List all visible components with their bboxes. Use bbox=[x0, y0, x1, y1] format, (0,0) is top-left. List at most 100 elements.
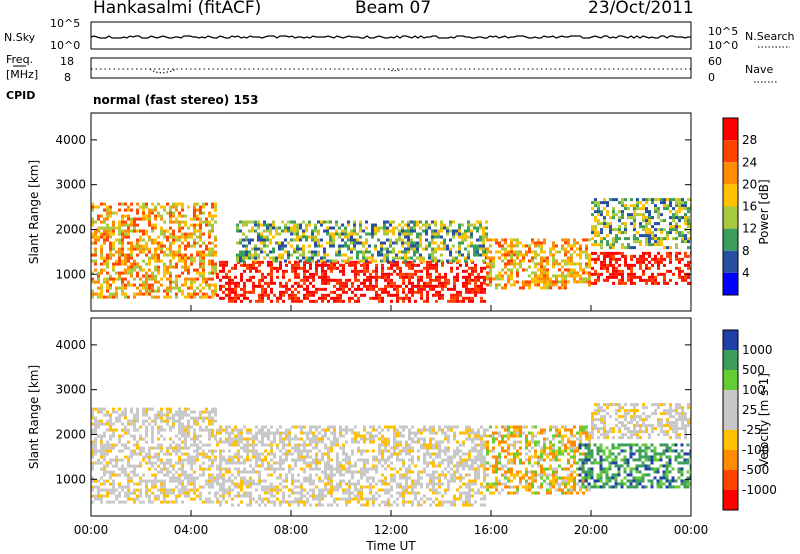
heatmap-cell bbox=[214, 250, 217, 254]
heatmap-cell bbox=[318, 275, 321, 279]
heatmap-cell bbox=[399, 491, 402, 495]
heatmap-cell bbox=[291, 296, 294, 300]
heatmap-cell bbox=[109, 422, 112, 426]
heatmap-cell bbox=[261, 434, 264, 438]
heatmap-cell bbox=[166, 446, 169, 450]
heatmap-cell bbox=[240, 476, 243, 480]
heatmap-cell bbox=[267, 485, 270, 489]
heatmap-cell bbox=[648, 237, 651, 241]
heatmap-cell bbox=[461, 241, 464, 245]
heatmap-cell bbox=[91, 407, 94, 411]
heatmap-cell bbox=[169, 410, 172, 414]
heatmap-cell bbox=[115, 473, 118, 477]
heatmap-cell bbox=[588, 271, 591, 275]
heatmap-cell bbox=[485, 220, 488, 224]
heatmap-cell bbox=[381, 269, 384, 273]
heatmap-cell bbox=[449, 220, 452, 224]
heatmap-cell bbox=[282, 497, 285, 501]
heatmap-cell bbox=[279, 482, 282, 486]
heatmap-cell bbox=[462, 500, 465, 504]
heatmap-cell bbox=[193, 479, 196, 483]
heatmap-cell bbox=[303, 260, 306, 264]
heatmap-cell bbox=[142, 280, 145, 284]
heatmap-cell bbox=[383, 259, 386, 263]
heatmap-cell bbox=[269, 223, 272, 227]
heatmap-cell bbox=[257, 247, 260, 251]
heatmap-cell bbox=[225, 500, 228, 504]
heatmap-cell bbox=[239, 253, 242, 257]
heatmap-cell bbox=[336, 458, 339, 462]
heatmap-cell bbox=[339, 482, 342, 486]
heatmap-cell bbox=[423, 443, 426, 447]
heatmap-cell bbox=[154, 473, 157, 477]
heatmap-cell bbox=[687, 275, 690, 279]
heatmap-cell bbox=[348, 488, 351, 492]
heatmap-cell bbox=[267, 434, 270, 438]
heatmap-cell bbox=[270, 287, 273, 291]
heatmap-cell bbox=[435, 497, 438, 501]
heatmap-cell bbox=[106, 235, 109, 239]
heatmap-cell bbox=[363, 428, 366, 432]
heatmap-cell bbox=[453, 425, 456, 429]
heatmap-cell bbox=[267, 437, 270, 441]
heatmap-cell bbox=[567, 262, 570, 266]
heatmap-cell bbox=[178, 428, 181, 432]
heatmap-cell bbox=[214, 449, 217, 453]
heatmap-cell bbox=[465, 458, 468, 462]
heatmap-cell bbox=[243, 437, 246, 441]
heatmap-cell bbox=[166, 422, 169, 426]
heatmap-cell bbox=[450, 293, 453, 297]
heatmap-cell bbox=[579, 250, 582, 254]
heatmap-cell bbox=[315, 467, 318, 471]
heatmap-cell bbox=[181, 473, 184, 477]
heatmap-cell bbox=[127, 491, 130, 495]
heatmap-cell bbox=[510, 271, 513, 275]
heatmap-cell bbox=[175, 220, 178, 224]
heatmap-cell bbox=[103, 277, 106, 281]
heatmap-cell bbox=[404, 253, 407, 257]
heatmap-cell bbox=[351, 296, 354, 300]
heatmap-cell bbox=[288, 494, 291, 498]
heatmap-cell bbox=[139, 488, 142, 492]
heatmap-cell bbox=[546, 256, 549, 260]
heatmap-cell bbox=[447, 455, 450, 459]
heatmap-cell bbox=[371, 223, 374, 227]
heatmap-cell bbox=[130, 244, 133, 248]
heatmap-cell bbox=[94, 238, 97, 242]
heatmap-cell bbox=[393, 476, 396, 480]
heatmap-cell bbox=[145, 482, 148, 486]
heatmap-cell bbox=[513, 244, 516, 248]
heatmap-cell bbox=[429, 446, 432, 450]
heatmap-cell bbox=[384, 440, 387, 444]
heatmap-cell bbox=[190, 488, 193, 492]
heatmap-cell bbox=[624, 246, 627, 250]
heatmap-cell bbox=[202, 259, 205, 263]
heatmap-cell bbox=[546, 277, 549, 281]
heatmap-cell bbox=[350, 250, 353, 254]
heatmap-cell bbox=[193, 202, 196, 206]
heatmap-cell bbox=[234, 485, 237, 489]
heatmap-cell bbox=[356, 241, 359, 245]
heatmap-cell bbox=[193, 422, 196, 426]
heatmap-cell bbox=[441, 284, 444, 288]
heatmap-cell bbox=[190, 292, 193, 296]
heatmap-cell bbox=[339, 473, 342, 477]
heatmap-cell bbox=[648, 213, 651, 217]
heatmap-cell bbox=[368, 232, 371, 236]
heatmap-cell bbox=[342, 464, 345, 468]
heatmap-cell bbox=[663, 201, 666, 205]
heatmap-cell bbox=[450, 428, 453, 432]
heatmap-cell bbox=[612, 213, 615, 217]
heatmap-cell bbox=[579, 253, 582, 257]
heatmap-cell bbox=[444, 281, 447, 285]
heatmap-cell bbox=[130, 422, 133, 426]
heatmap-cell bbox=[216, 293, 219, 297]
heatmap-cell bbox=[432, 491, 435, 495]
heatmap-cell bbox=[465, 503, 468, 507]
heatmap-cell bbox=[208, 434, 211, 438]
heatmap-cell bbox=[100, 268, 103, 272]
heatmap-cell bbox=[645, 228, 648, 232]
heatmap-cell bbox=[443, 247, 446, 251]
heatmap-cell bbox=[417, 473, 420, 477]
heatmap-cell bbox=[330, 458, 333, 462]
